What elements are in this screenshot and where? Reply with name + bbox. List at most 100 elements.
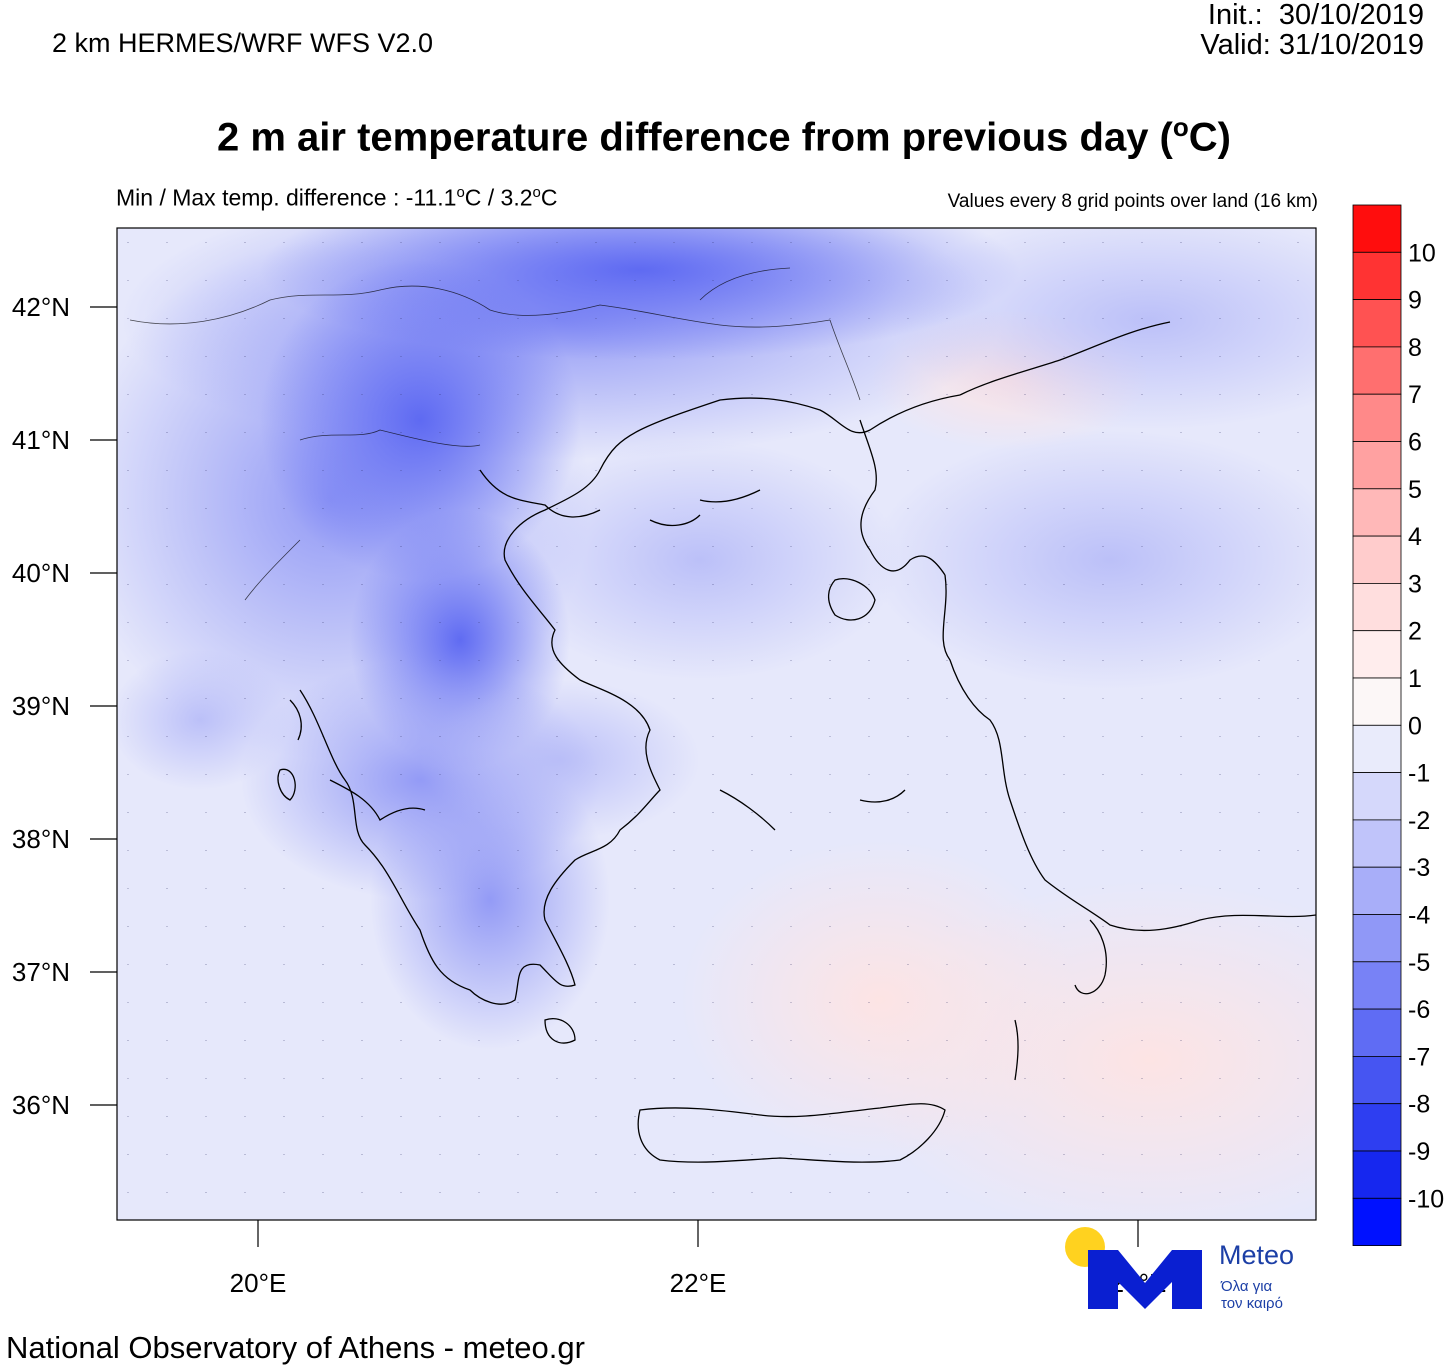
grid-value: · (712, 693, 715, 703)
grid-value: · (829, 427, 832, 437)
lon-label: 20°E (230, 1268, 287, 1298)
grid-value: · (1180, 1149, 1183, 1159)
grid-value: · (1258, 883, 1261, 893)
grid-value: · (868, 617, 871, 627)
grid-value: · (829, 1035, 832, 1045)
grid-value: · (907, 1035, 910, 1045)
grid-value: · (868, 1187, 871, 1197)
grid-value: · (907, 465, 910, 475)
grid-value: · (1102, 769, 1105, 779)
colorbar-swatch (1352, 1197, 1402, 1247)
grid-value: · (1297, 997, 1300, 1007)
grid-value: · (985, 503, 988, 513)
grid-value: · (166, 1149, 169, 1159)
grid-value: · (1258, 1073, 1261, 1083)
grid-value: · (1024, 617, 1027, 627)
grid-value: · (166, 465, 169, 475)
grid-value: · (517, 655, 520, 665)
colorbar-label: -9 (1408, 1138, 1430, 1166)
grid-value: · (556, 997, 559, 1007)
grid-value: · (595, 655, 598, 665)
grid-value: · (1063, 1149, 1066, 1159)
colorbar-label: 3 (1408, 570, 1422, 598)
colorbar-swatch (1352, 1150, 1402, 1199)
grid-value: · (283, 997, 286, 1007)
grid-value: · (946, 579, 949, 589)
grid-value: · (1141, 313, 1144, 323)
grid-value: · (907, 997, 910, 1007)
grid-value: · (712, 655, 715, 665)
grid-value: · (322, 921, 325, 931)
grid-value: · (673, 655, 676, 665)
grid-value: · (1219, 731, 1222, 741)
meteo-logo (1065, 1227, 1202, 1309)
colorbar-label: 2 (1408, 618, 1422, 646)
grid-value: · (400, 617, 403, 627)
grid-value: · (829, 997, 832, 1007)
grid-value: · (556, 617, 559, 627)
grid-value: · (595, 959, 598, 969)
grid-value: · (751, 579, 754, 589)
grid-value: · (1102, 693, 1105, 703)
grid-value: · (517, 1111, 520, 1121)
grid-value: · (1180, 389, 1183, 399)
map-title: 2 m air temperature difference from prev… (217, 112, 1231, 160)
grid-value: · (127, 959, 130, 969)
latitude-axis: 42°N 41°N 40°N 39°N 38°N 37°N 36°N (12, 292, 117, 1120)
grid-value: · (712, 541, 715, 551)
grid-value: · (400, 693, 403, 703)
colorbar-swatch (1352, 914, 1402, 963)
grid-value: · (556, 465, 559, 475)
grid-value: · (517, 541, 520, 551)
grid-value: · (283, 503, 286, 513)
grid-value: · (439, 807, 442, 817)
grid-value: · (517, 845, 520, 855)
grid-value: · (478, 237, 481, 247)
grid-value: · (751, 541, 754, 551)
grid-value: · (205, 1073, 208, 1083)
valid-label: Valid: (1200, 29, 1271, 61)
grid-value: · (1141, 1149, 1144, 1159)
grid-value: · (907, 845, 910, 855)
grid-value: · (361, 1073, 364, 1083)
grid-value: · (244, 845, 247, 855)
grid-value: · (244, 465, 247, 475)
grid-value: · (829, 921, 832, 931)
grid-value: · (985, 275, 988, 285)
grid-value: · (478, 921, 481, 931)
grid-value: · (1141, 731, 1144, 741)
grid-value: · (556, 883, 559, 893)
grid-value: · (127, 1035, 130, 1045)
grid-value: · (361, 883, 364, 893)
grid-value: · (517, 427, 520, 437)
grid-value: · (361, 1035, 364, 1045)
grid-value: · (1102, 1111, 1105, 1121)
grid-value: · (1219, 351, 1222, 361)
grid-value: · (244, 237, 247, 247)
grid-value: · (595, 1073, 598, 1083)
grid-value: · (1258, 351, 1261, 361)
grid-value: · (712, 845, 715, 855)
grid-value: · (1102, 465, 1105, 475)
grid-value: · (1180, 1073, 1183, 1083)
colorbar-swatch (1352, 583, 1402, 632)
grid-value: · (1180, 959, 1183, 969)
grid-value: · (1102, 1149, 1105, 1159)
colorbar-swatch (1352, 393, 1402, 442)
grid-value: · (205, 465, 208, 475)
grid-value: · (127, 1187, 130, 1197)
grid-value: · (517, 1073, 520, 1083)
grid-value: · (166, 541, 169, 551)
grid-value: · (322, 579, 325, 589)
grid-value: · (1024, 1149, 1027, 1159)
grid-value: · (868, 389, 871, 399)
grid-value: · (673, 1111, 676, 1121)
grid-value: · (556, 655, 559, 665)
grid-value: · (517, 579, 520, 589)
grid-value: · (1024, 237, 1027, 247)
grid-value: · (634, 921, 637, 931)
grid-value: · (439, 845, 442, 855)
grid-value: · (1102, 1187, 1105, 1197)
grid-value: · (283, 541, 286, 551)
grid-value: · (1102, 313, 1105, 323)
